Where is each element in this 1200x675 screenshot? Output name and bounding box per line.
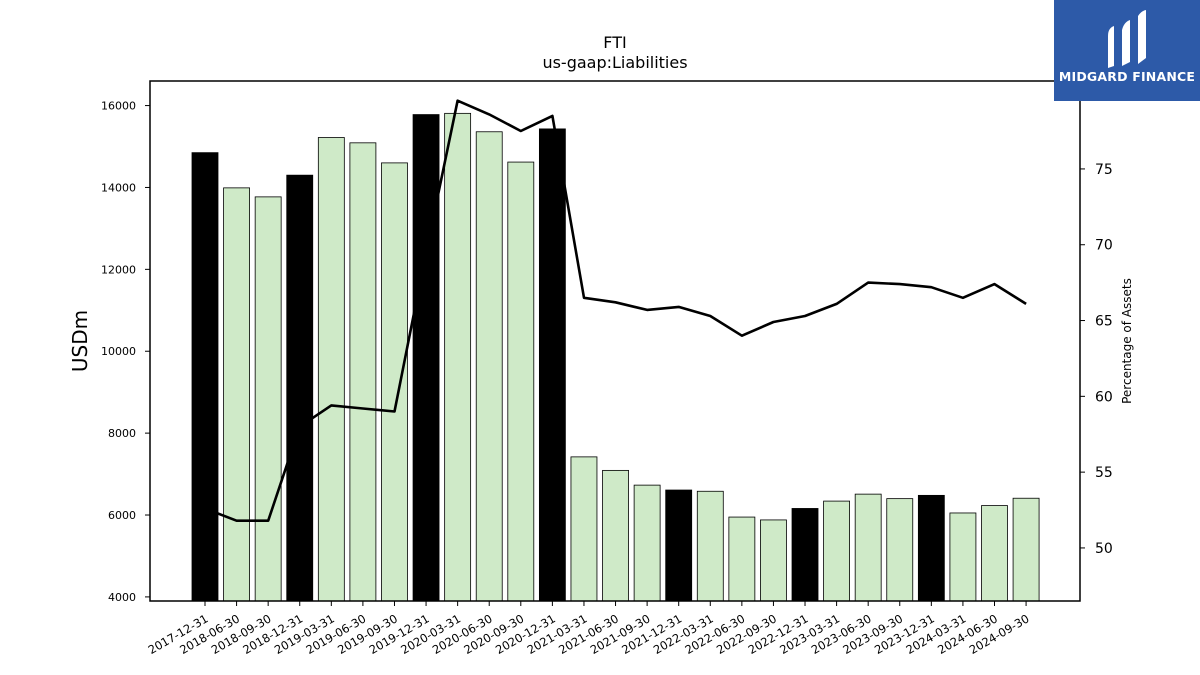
bar-2018-09-30 — [254, 196, 282, 602]
bars-group — [191, 112, 1040, 602]
bar-2018-06-30 — [223, 187, 250, 602]
bar-2021-12-31 — [665, 489, 693, 602]
chart-title: FTI — [603, 33, 626, 52]
y-tick-label: 6000 — [108, 509, 136, 522]
y2-tick-label: 55 — [1095, 465, 1113, 481]
percent-of-assets-line — [204, 99, 1027, 523]
bar-2024-09-30 — [1012, 497, 1040, 602]
bar-2021-06-30 — [602, 469, 629, 602]
y-axis-right: 50 55 60 65 70 75 — [1080, 162, 1113, 557]
bar-2020-09-30 — [507, 161, 535, 602]
bar-2019-09-30 — [381, 162, 408, 602]
line-group — [204, 99, 1027, 523]
bar-2019-12-31 — [412, 114, 440, 602]
midgard-finance-logo: MIDGARD FINANCE — [1054, 0, 1200, 101]
bar-2022-09-30 — [760, 519, 787, 602]
bar-2018-12-31 — [286, 174, 314, 602]
y-tick-label: 4000 — [108, 591, 136, 604]
logo-text: MIDGARD FINANCE — [1058, 69, 1196, 84]
bar-2020-06-30 — [475, 131, 503, 602]
y-tick-label: 14000 — [101, 181, 136, 194]
y2-tick-label: 65 — [1095, 314, 1113, 330]
y-axis-left: 4000 6000 8000 10000 12000 14000 16000 — [101, 100, 150, 604]
bar-2023-09-30 — [886, 498, 914, 602]
bar-2022-03-31 — [696, 490, 724, 602]
bar-2021-03-31 — [570, 456, 598, 602]
bar-2024-06-30 — [981, 505, 1008, 602]
chart-subtitle: us-gaap:Liabilities — [542, 53, 687, 72]
y2-tick-label: 60 — [1095, 389, 1113, 405]
y-tick-label: 10000 — [101, 345, 136, 358]
bar-2023-03-31 — [823, 500, 850, 602]
y2-tick-label: 70 — [1095, 238, 1113, 254]
bar-2023-06-30 — [854, 493, 882, 602]
y-tick-label: 16000 — [101, 100, 136, 113]
bar-2020-03-31 — [444, 112, 472, 602]
plot-frame — [149, 80, 1081, 602]
y-tick-label: 8000 — [108, 427, 136, 440]
bar-2020-12-31 — [538, 128, 566, 602]
y2-tick-label: 75 — [1095, 162, 1113, 178]
bar-2019-06-30 — [349, 142, 377, 602]
bar-2017-12-31 — [191, 152, 219, 602]
bar-2024-03-31 — [949, 512, 977, 602]
logo-mark-icon — [1108, 10, 1146, 68]
y2-axis-label: Percentage of Assets — [1120, 278, 1134, 404]
x-axis: 2017-12-312018-06-302018-09-302018-12-31… — [146, 601, 1032, 657]
bar-2023-12-31 — [917, 494, 945, 602]
y2-tick-label: 50 — [1095, 541, 1113, 557]
bar-2021-09-30 — [633, 484, 661, 602]
bar-2022-06-30 — [728, 516, 756, 602]
bar-2019-03-31 — [317, 137, 345, 602]
y-axis-label: USDm — [68, 310, 92, 372]
y-tick-label: 12000 — [101, 263, 136, 276]
bar-2022-12-31 — [791, 508, 819, 602]
